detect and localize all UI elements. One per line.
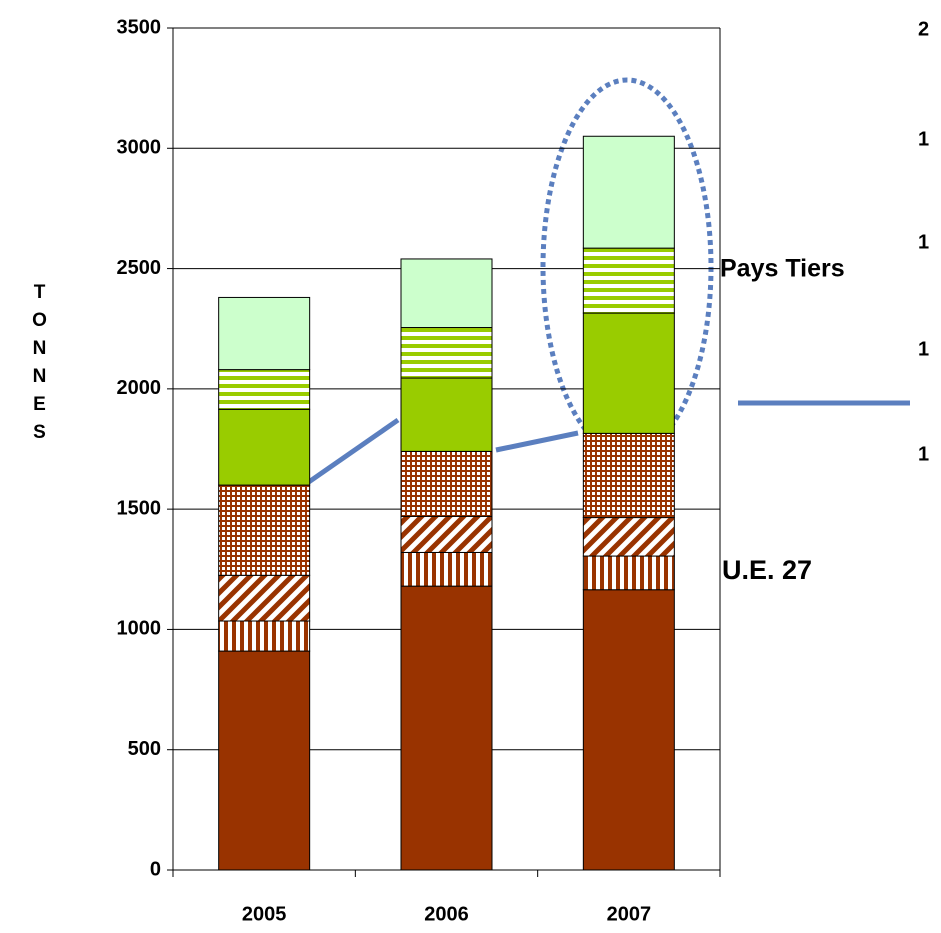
right-fragment: 1 xyxy=(918,443,929,465)
bar-segment xyxy=(582,517,675,557)
y-tick-label: 0 xyxy=(150,858,161,880)
bar-segment xyxy=(400,585,493,871)
y-tick-label: 2500 xyxy=(117,257,162,279)
x-tick-label: 2006 xyxy=(424,903,469,925)
y-tick-label: 3000 xyxy=(117,137,162,159)
annotation: U.E. 27 xyxy=(722,555,812,585)
bar-segment xyxy=(400,327,493,379)
x-tick-label: 2005 xyxy=(242,903,287,925)
bar-segment xyxy=(218,408,311,486)
bar-segment xyxy=(582,312,675,434)
y-tick-label: 1500 xyxy=(117,497,162,519)
right-fragment: 1 xyxy=(918,338,929,360)
bar-segment xyxy=(218,369,311,410)
right-fragment: 2 xyxy=(918,18,929,40)
bar-segment xyxy=(582,555,675,591)
bar-segment xyxy=(218,574,311,622)
bar-segment xyxy=(582,135,675,249)
bar-segment xyxy=(400,551,493,587)
y-tick-label: 1000 xyxy=(117,618,162,640)
y-tick-label: 500 xyxy=(128,738,161,760)
bar-segment xyxy=(218,296,311,371)
bar-segment xyxy=(582,432,675,519)
bar-segment xyxy=(400,450,493,517)
y-tick-label: 3500 xyxy=(117,16,162,38)
bar-segment xyxy=(400,258,493,329)
bar-segment xyxy=(218,620,311,652)
annotation: Pays Tiers xyxy=(720,255,845,283)
bar-segment xyxy=(582,247,675,314)
bar-segment xyxy=(582,589,675,871)
bar-segment xyxy=(218,650,311,871)
bar-segment xyxy=(400,515,493,553)
x-tick-label: 2007 xyxy=(607,903,652,925)
y-axis-label: TONNES xyxy=(29,282,50,450)
right-fragment: 1 xyxy=(918,128,929,150)
bar-segment xyxy=(218,484,311,576)
right-fragment: 1 xyxy=(918,231,929,253)
y-tick-label: 2000 xyxy=(117,377,162,399)
bar-segment xyxy=(400,377,493,452)
